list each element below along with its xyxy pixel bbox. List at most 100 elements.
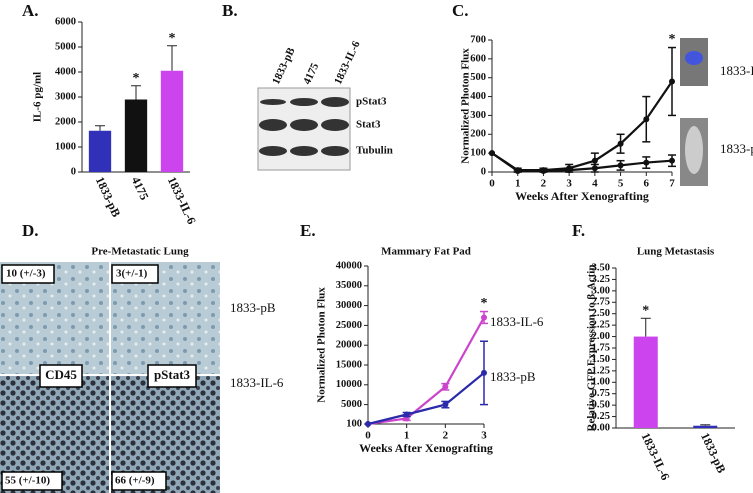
bar bbox=[693, 425, 718, 428]
protein-label: Stat3 bbox=[356, 119, 381, 131]
y-tick-label: 15000 bbox=[336, 359, 362, 370]
x-tick-label: 4175 bbox=[129, 175, 152, 203]
y-axis-label: Relative GFP Expression to β-Actin bbox=[586, 265, 598, 432]
y-tick-label: 40000 bbox=[336, 260, 362, 271]
y-tick-label: 500 bbox=[470, 72, 486, 83]
y-tick-label: 4000 bbox=[55, 66, 76, 77]
series-line bbox=[367, 372, 485, 426]
y-tick-label: 1000 bbox=[55, 141, 76, 152]
panel-letter: B. bbox=[222, 1, 238, 20]
panel-title: Pre-Metastatic Lung bbox=[91, 246, 189, 258]
x-tick-label: 1833-pB bbox=[93, 175, 124, 220]
point bbox=[481, 314, 487, 321]
y-tick-label: 200 bbox=[470, 129, 486, 140]
panel-letter: A. bbox=[22, 1, 39, 20]
series-label: 1833-IL-6 bbox=[490, 314, 544, 329]
bar bbox=[633, 336, 658, 428]
y-tick-label: 30000 bbox=[336, 300, 362, 311]
y-tick-label: 3.25 bbox=[592, 274, 610, 285]
y-tick-label: 2.75 bbox=[592, 297, 610, 308]
annotation: * bbox=[642, 304, 649, 319]
annotation: * bbox=[481, 296, 488, 311]
panel-letter: C. bbox=[452, 1, 469, 20]
count-label: 3(+/-1) bbox=[116, 268, 148, 280]
point bbox=[566, 167, 573, 174]
count-label: 66 (+/-9) bbox=[115, 475, 155, 487]
y-tick-label: 2.50 bbox=[592, 308, 610, 319]
point bbox=[669, 157, 675, 164]
bar bbox=[160, 70, 184, 172]
y-tick-label: 2000 bbox=[55, 116, 76, 127]
stain-label: pStat3 bbox=[154, 367, 191, 382]
annotation: * bbox=[133, 71, 140, 86]
y-tick-label: 1.50 bbox=[592, 354, 610, 365]
bar bbox=[124, 99, 148, 172]
x-tick-label: 1 bbox=[515, 178, 521, 190]
x-tick-label: 2 bbox=[443, 430, 449, 442]
x-tick-label: 0 bbox=[489, 178, 495, 190]
y-tick-label: 0.25 bbox=[592, 411, 610, 422]
x-tick-label: 1833-pB bbox=[698, 431, 729, 476]
chart-title: Mammary Fat Pad bbox=[381, 246, 471, 258]
point bbox=[617, 162, 624, 169]
point bbox=[591, 165, 598, 172]
y-tick-label: 1.25 bbox=[592, 365, 610, 376]
series-label: 1833-pB bbox=[720, 141, 753, 156]
x-tick-label: 0 bbox=[365, 430, 371, 442]
x-tick-label: 3 bbox=[566, 178, 572, 190]
point bbox=[514, 168, 521, 175]
protein-label: pStat3 bbox=[356, 96, 387, 108]
y-tick-label: 20000 bbox=[336, 340, 362, 351]
y-axis-label: Normalized Photon Flux bbox=[316, 287, 328, 403]
point bbox=[617, 140, 624, 147]
point bbox=[481, 369, 487, 376]
y-tick-label: 5000 bbox=[341, 399, 362, 410]
y-tick-label: 300 bbox=[470, 110, 486, 121]
point bbox=[365, 421, 371, 427]
annotation: * bbox=[169, 31, 176, 46]
chart-title: Lung Metastasis bbox=[637, 246, 715, 258]
panel-letter: D. bbox=[22, 221, 39, 240]
x-axis-label: Weeks After Xenografting bbox=[359, 441, 493, 455]
y-tick-label: 100 bbox=[346, 418, 362, 429]
series-line bbox=[491, 152, 673, 173]
x-axis-label: Weeks After Xenografting bbox=[515, 189, 649, 203]
annotation: * bbox=[669, 32, 676, 47]
point bbox=[643, 159, 650, 166]
signal bbox=[685, 51, 703, 65]
count-label: 10 (+/-3) bbox=[6, 268, 46, 280]
x-tick-label: 3 bbox=[481, 430, 487, 442]
series-label: 1833-pB bbox=[490, 369, 536, 384]
stain-label: CD45 bbox=[45, 367, 77, 382]
point bbox=[403, 411, 410, 418]
y-tick-label: 0.00 bbox=[592, 422, 610, 433]
blot bbox=[257, 87, 351, 171]
y-tick-label: 0 bbox=[71, 166, 76, 177]
series-label: 1833-IL-6 bbox=[720, 63, 753, 78]
y-tick-label: 3.00 bbox=[592, 285, 610, 296]
point bbox=[591, 157, 598, 164]
lane-label: 4175 bbox=[301, 61, 321, 86]
x-tick-label: 7 bbox=[669, 178, 675, 190]
y-tick-label: 0.50 bbox=[592, 400, 610, 411]
row-label: 1833-IL-6 bbox=[230, 375, 284, 390]
x-tick-label: 2 bbox=[541, 178, 547, 190]
y-tick-label: 1.75 bbox=[592, 342, 610, 353]
y-tick-label: 400 bbox=[470, 91, 486, 102]
x-tick-label: 1833-IL-6 bbox=[639, 431, 673, 483]
x-tick-label: 4 bbox=[592, 178, 598, 190]
panel-letter: E. bbox=[300, 221, 316, 240]
point bbox=[540, 168, 547, 175]
y-tick-label: 1.00 bbox=[592, 377, 610, 388]
point bbox=[442, 383, 449, 390]
x-tick-label: 1833-IL-6 bbox=[165, 175, 199, 227]
point bbox=[489, 150, 495, 157]
x-tick-label: 5 bbox=[618, 178, 624, 190]
y-tick-label: 3.50 bbox=[592, 262, 610, 273]
lane-label: 1833-IL-6 bbox=[332, 39, 363, 87]
x-tick-label: 6 bbox=[644, 178, 650, 190]
point bbox=[643, 116, 650, 123]
point bbox=[442, 401, 449, 408]
y-tick-label: 35000 bbox=[336, 280, 362, 291]
